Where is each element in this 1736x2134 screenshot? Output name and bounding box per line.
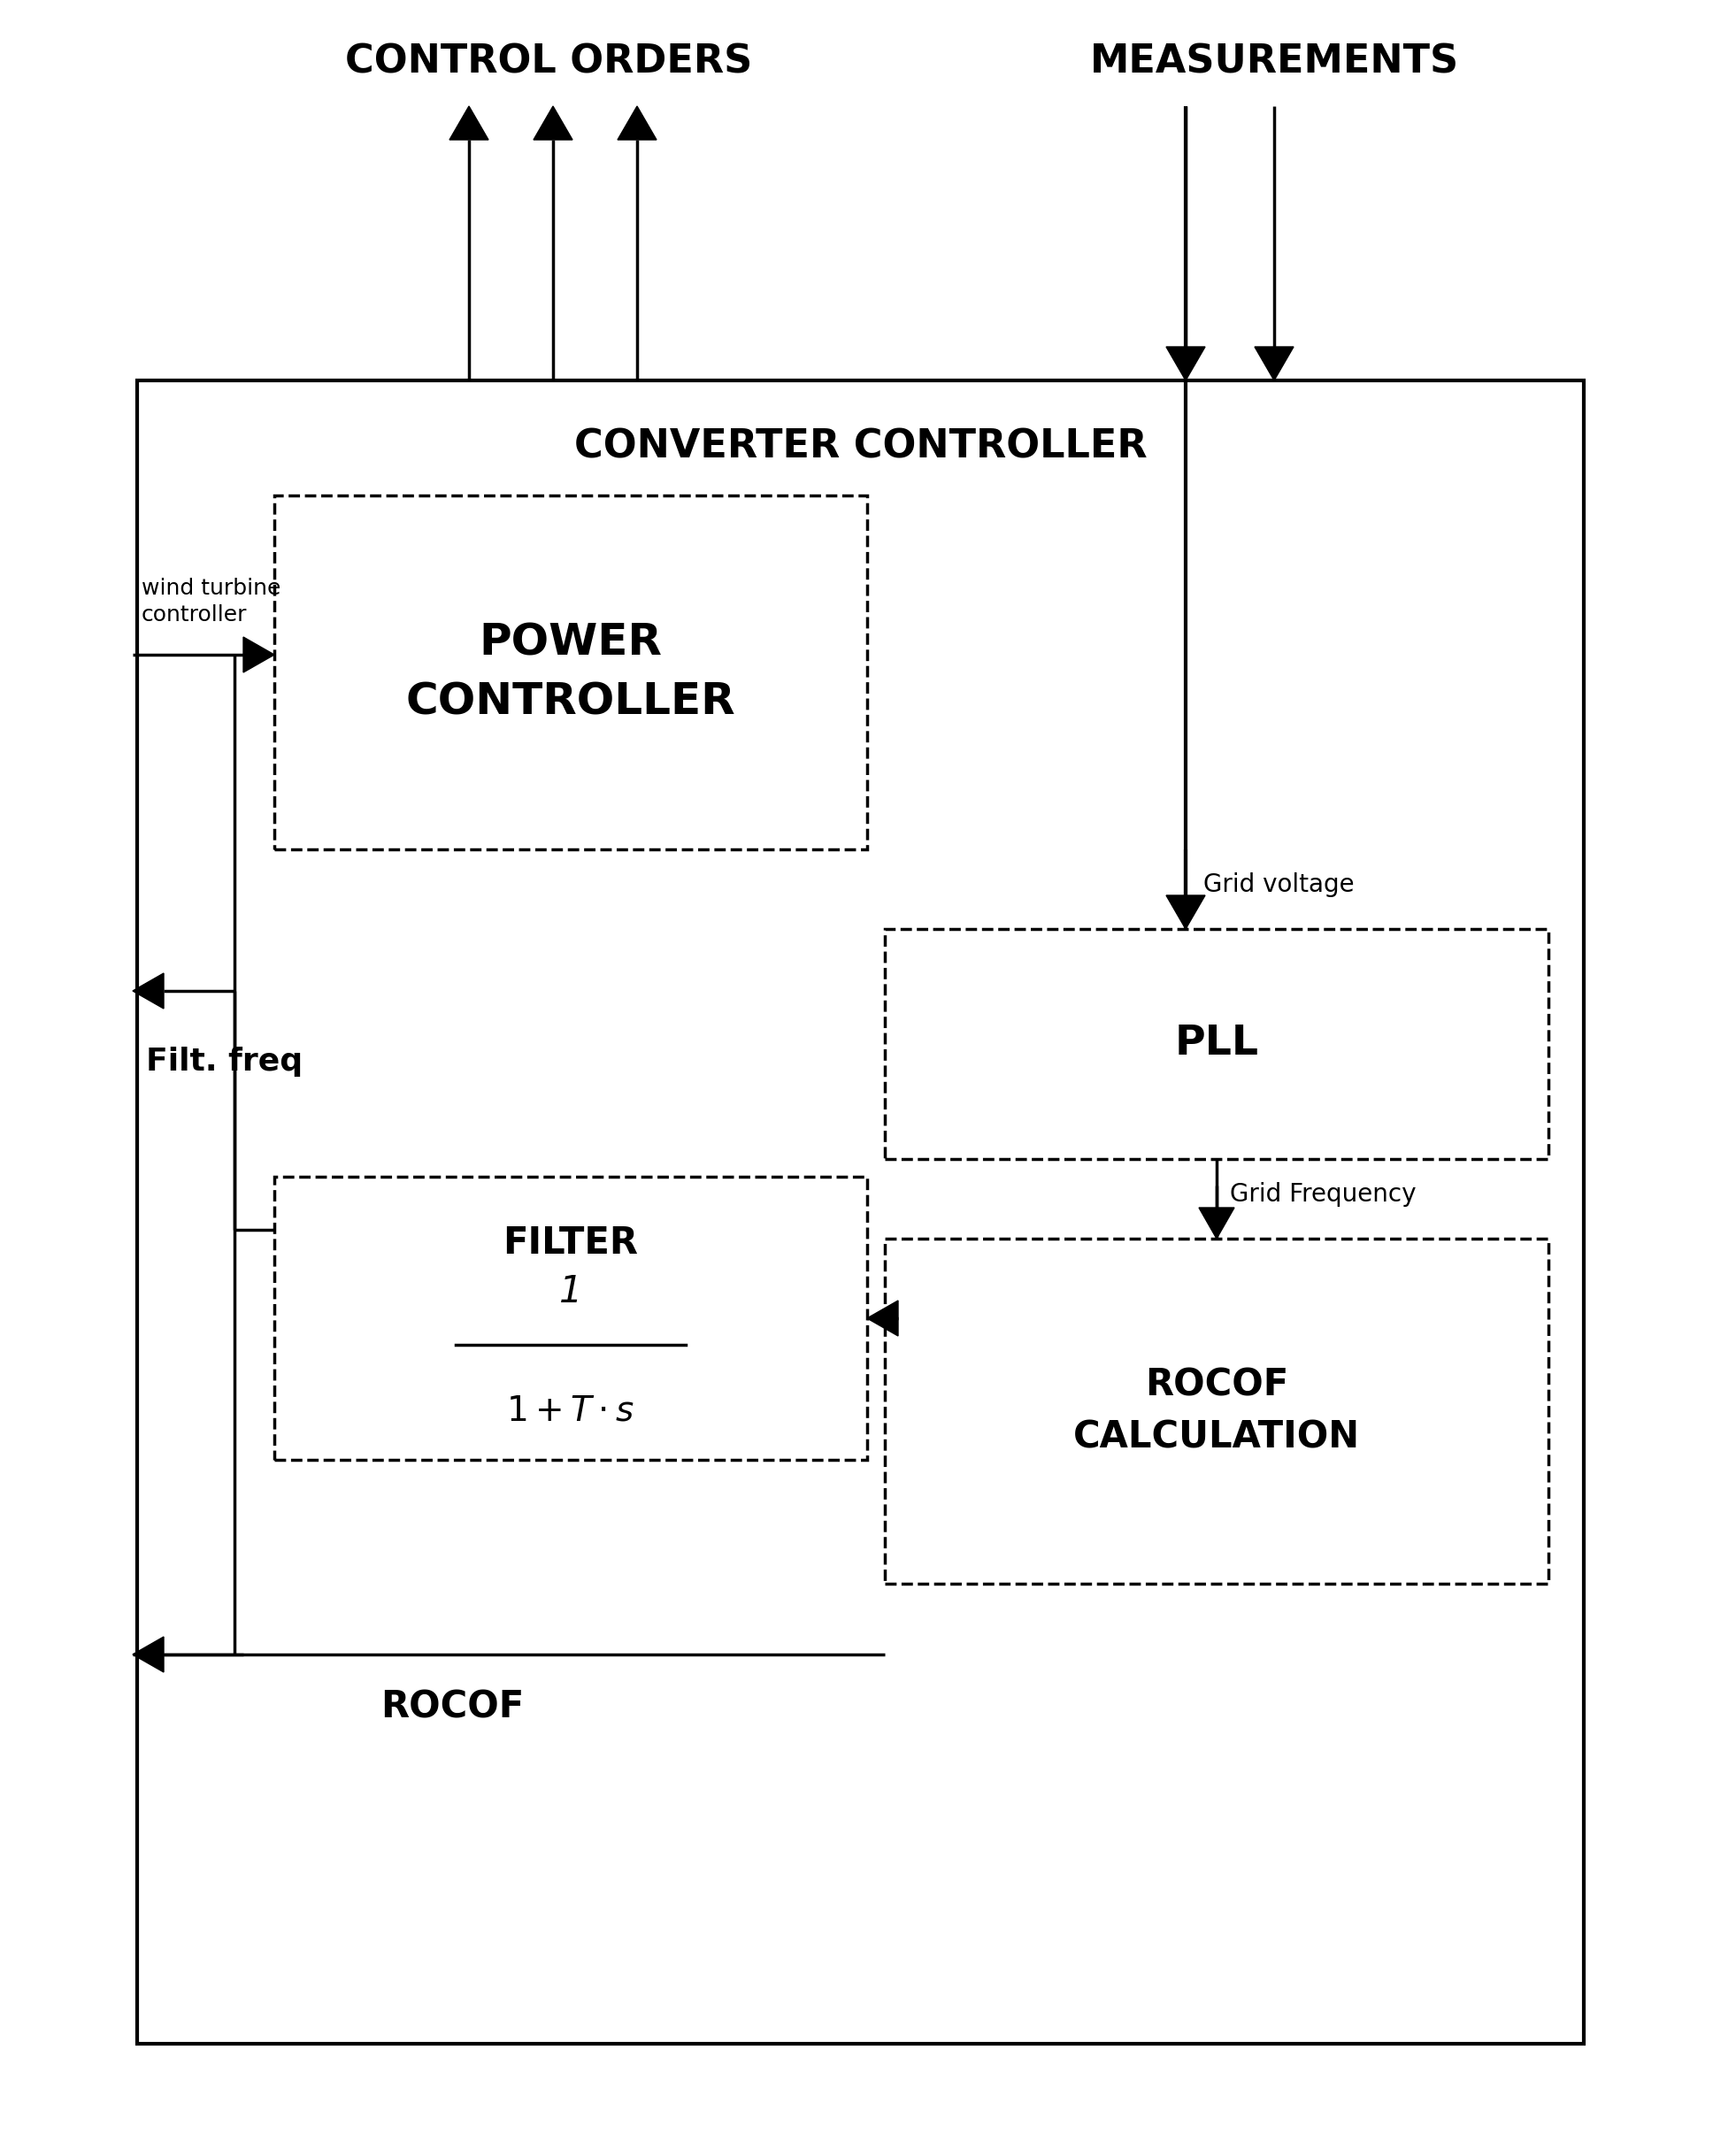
- Polygon shape: [1200, 1208, 1234, 1238]
- Polygon shape: [533, 107, 573, 141]
- Bar: [274, 1176, 866, 1460]
- Bar: [274, 495, 866, 849]
- Text: $1+T \cdot s$: $1+T \cdot s$: [507, 1394, 635, 1428]
- Text: 1: 1: [559, 1274, 582, 1310]
- Text: POWER
CONTROLLER: POWER CONTROLLER: [406, 621, 736, 723]
- Text: ROCOF: ROCOF: [380, 1688, 524, 1726]
- Polygon shape: [866, 1300, 898, 1336]
- Text: Grid Frequency: Grid Frequency: [1229, 1182, 1417, 1208]
- Text: FILTER: FILTER: [503, 1225, 639, 1261]
- Text: CONVERTER CONTROLLER: CONVERTER CONTROLLER: [575, 427, 1147, 465]
- Polygon shape: [132, 973, 163, 1009]
- Polygon shape: [618, 107, 656, 141]
- Bar: [885, 1238, 1549, 1583]
- Polygon shape: [243, 638, 274, 672]
- Polygon shape: [1167, 896, 1205, 928]
- Bar: [885, 928, 1549, 1159]
- Polygon shape: [1255, 348, 1293, 380]
- Bar: [137, 380, 1583, 2044]
- Text: PLL: PLL: [1175, 1024, 1259, 1065]
- Text: CONTROL ORDERS: CONTROL ORDERS: [345, 43, 752, 81]
- Text: ROCOF
CALCULATION: ROCOF CALCULATION: [1073, 1366, 1359, 1455]
- Polygon shape: [450, 107, 488, 141]
- Text: Grid voltage: Grid voltage: [1203, 873, 1354, 896]
- Polygon shape: [1167, 348, 1205, 380]
- Polygon shape: [132, 1637, 163, 1673]
- Text: wind turbine
controller: wind turbine controller: [142, 578, 281, 625]
- Text: MEASUREMENTS: MEASUREMENTS: [1090, 43, 1458, 81]
- Text: Filt. freq: Filt. freq: [146, 1046, 302, 1078]
